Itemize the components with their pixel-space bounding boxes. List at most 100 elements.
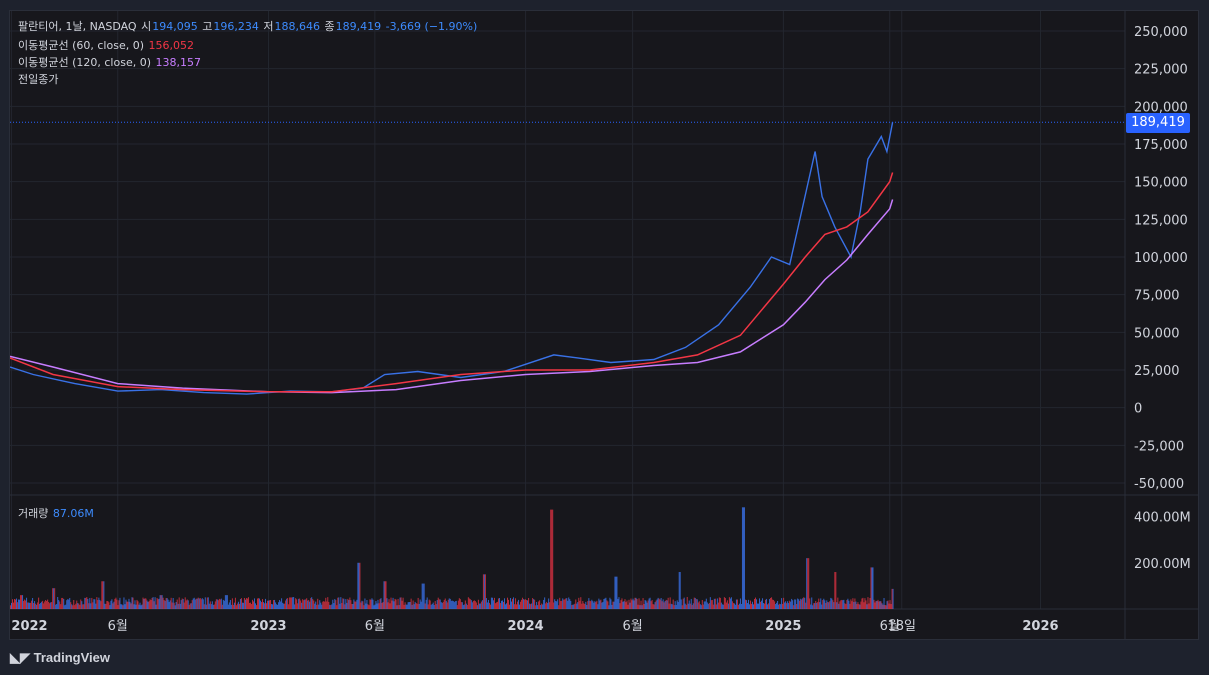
volume-bar [686, 596, 688, 609]
volume-bar [374, 604, 376, 609]
volume-bar [346, 602, 348, 609]
legend-ohlc: 팔란티어, 1날, NASDAQ 시194,095 고196,234 저188,… [18, 18, 478, 34]
volume-bar [575, 599, 577, 609]
volume-bar [790, 601, 792, 609]
volume-bar [33, 603, 35, 609]
volume-bar [669, 597, 671, 609]
volume-bar [517, 601, 519, 609]
volume-bar [436, 600, 438, 609]
volume-bar [93, 599, 95, 609]
volume-bar [27, 602, 29, 609]
volume-bar [591, 599, 593, 609]
volume-bar [489, 604, 491, 609]
volume-bar [234, 597, 236, 609]
volume-bar [167, 599, 169, 609]
volume-bar [246, 598, 248, 609]
volume-bar [485, 598, 487, 609]
volume-bar [343, 598, 345, 609]
volume-bar [213, 604, 215, 609]
volume-bar [629, 602, 631, 609]
volume-bar [615, 576, 617, 609]
volume-bar [193, 597, 195, 609]
volume-bar [317, 598, 319, 609]
volume-bar [178, 597, 180, 609]
volume-bar [70, 602, 72, 609]
volume-bar [352, 603, 354, 609]
volume-bar [12, 599, 14, 609]
price-chart[interactable]: 250,000 225,000 200,000 175,000 150,000 125,0… [10, 11, 1198, 639]
volume-bar [530, 604, 532, 609]
volume-bar [469, 599, 471, 609]
volume-bar [303, 600, 305, 609]
volume-bar [815, 600, 817, 609]
volume-bar [794, 599, 796, 609]
volume-bar [571, 605, 573, 609]
volume-bar [89, 597, 91, 609]
volume-bar [563, 599, 565, 609]
volume-bar [452, 601, 454, 609]
volume-bar [872, 567, 874, 609]
symbol-title[interactable]: 팔란티어, 1날, NASDAQ [18, 20, 137, 33]
volume-bar [164, 600, 166, 609]
legend-volume[interactable]: 거래량 87.06M [18, 505, 95, 521]
volume-bar [447, 599, 449, 609]
volume-bar [15, 599, 17, 609]
volume-bar [772, 599, 774, 609]
volume-bar [506, 603, 508, 609]
volume-bar [169, 600, 171, 609]
volume-bar [792, 600, 794, 609]
volume-bar [152, 597, 154, 609]
chart-frame[interactable]: 250,000 225,000 200,000 175,000 150,000 125,0… [9, 10, 1199, 640]
volume-bar [359, 562, 361, 609]
tradingview-logo[interactable]: ◣◤ TradingView [10, 650, 110, 666]
volume-bar [342, 598, 344, 609]
volume-label: 거래량 [18, 507, 49, 520]
legend-ma60[interactable]: 이동평균선 (60, close, 0) 156,052 [18, 37, 195, 53]
volume-bar [386, 598, 388, 609]
volume-bar [127, 601, 129, 609]
volume-bar [742, 507, 744, 609]
legend-ma120[interactable]: 이동평균선 (120, close, 0) 138,157 [18, 54, 202, 70]
volume-bar [472, 600, 474, 609]
volume-bar [186, 599, 188, 609]
volume-bar [616, 576, 618, 609]
volume-bar [174, 605, 176, 609]
volume-bar [480, 601, 482, 609]
volume-bar [486, 602, 488, 609]
volume-bar [519, 604, 521, 609]
volume-bar [432, 602, 434, 609]
volume-bar [697, 602, 699, 609]
volume-bar [319, 600, 321, 609]
volume-bar [716, 598, 718, 609]
volume-bar [561, 600, 563, 609]
volume-bar [826, 600, 828, 609]
volume-bar [556, 601, 558, 609]
volume-bar [202, 599, 204, 609]
volume-bar [801, 599, 803, 609]
volume-bar [125, 599, 127, 609]
volume-bar [237, 601, 239, 609]
volume-bar [411, 604, 413, 609]
volume-bar [468, 598, 470, 609]
volume-bar [685, 604, 687, 609]
volume-bar [869, 597, 871, 609]
volume-bar [683, 597, 685, 609]
volume-bar [784, 602, 786, 609]
volume-bar [612, 601, 614, 609]
volume-bar [746, 603, 748, 609]
volume-bar [267, 600, 269, 609]
volume-bar [138, 604, 140, 609]
volume-bar [192, 598, 194, 609]
volume-bar [76, 600, 78, 609]
volume-bar [487, 599, 489, 609]
volume-bar [129, 601, 131, 609]
volume-bar [373, 605, 375, 609]
volume-bar [361, 600, 363, 609]
time-tick-label: 2026 [1022, 619, 1058, 634]
volume-bar [262, 599, 264, 609]
legend-prev-close[interactable]: 전일종가 [18, 71, 59, 87]
volume-bar [618, 597, 620, 609]
volume-bar [109, 605, 111, 609]
volume-bar [305, 599, 307, 609]
volume-bar [251, 599, 253, 609]
